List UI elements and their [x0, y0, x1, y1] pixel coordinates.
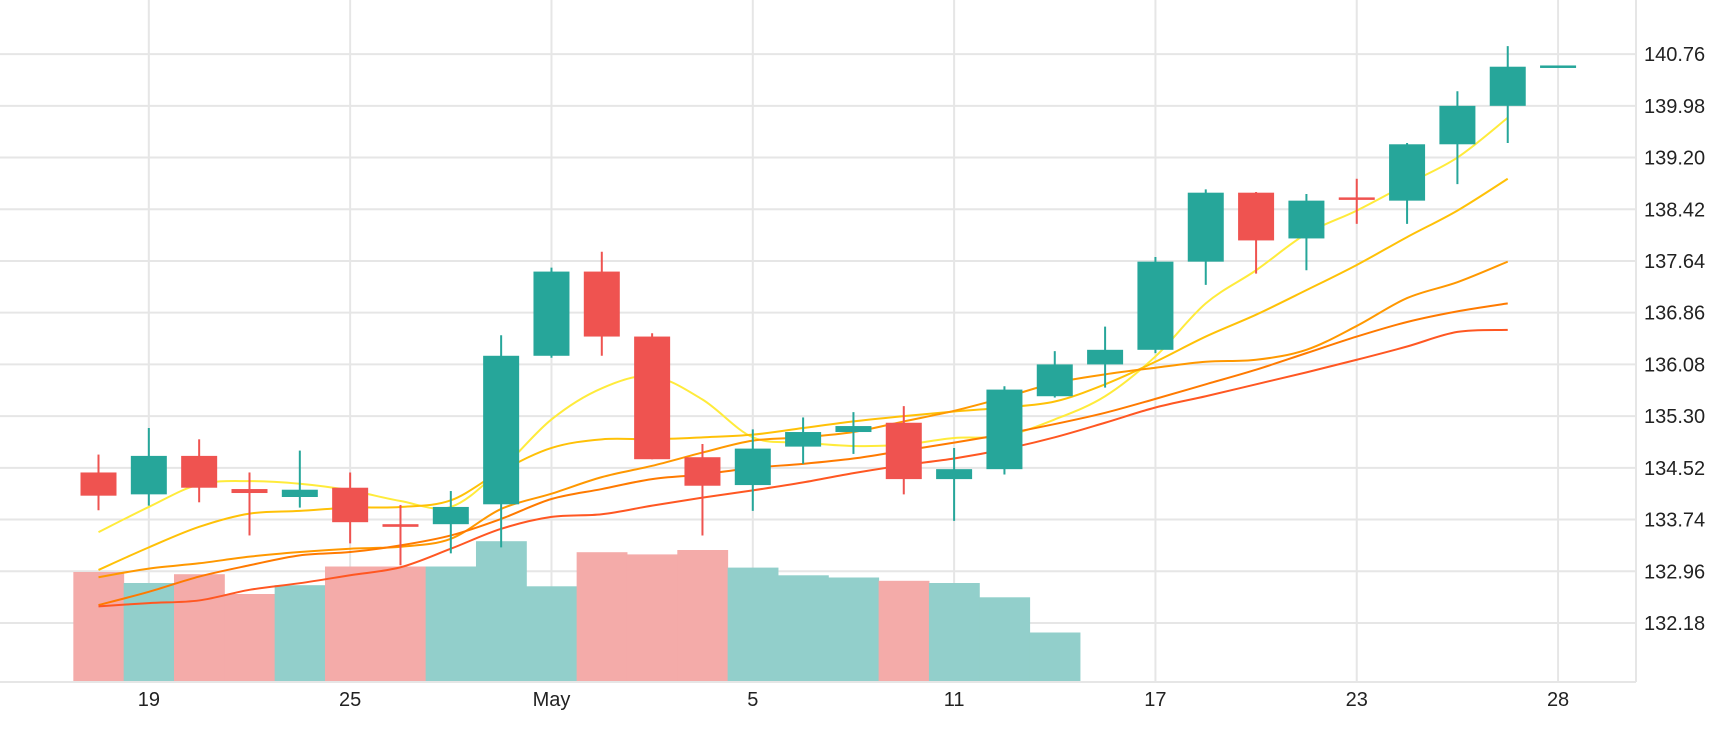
- candle-body-up: [533, 271, 570, 356]
- candle-body-down: [1338, 197, 1375, 200]
- candle-body-down: [885, 422, 922, 480]
- volume-bar: [425, 566, 477, 682]
- volume-bar: [73, 572, 125, 682]
- volume-bar: [224, 594, 276, 682]
- candle-body-up: [1389, 144, 1426, 201]
- volume-bar: [526, 586, 578, 682]
- candle-body-up: [936, 469, 973, 480]
- x-tick-label: 17: [1144, 689, 1166, 711]
- volume-bar: [979, 597, 1031, 682]
- candle-body-up: [1439, 105, 1476, 145]
- y-tick-label: 136.86: [1644, 303, 1705, 325]
- volume-bar: [274, 585, 326, 682]
- volume-bar: [677, 550, 729, 682]
- candle-layer: [80, 46, 1577, 566]
- candle-body-up: [1187, 192, 1224, 262]
- x-tick-label: 28: [1547, 689, 1569, 711]
- volume-bar: [475, 541, 527, 682]
- candle-body-down: [1238, 192, 1275, 241]
- y-tick-label: 132.18: [1644, 613, 1705, 635]
- candle-body-up: [432, 506, 469, 525]
- candle-body-up: [281, 489, 318, 498]
- candle-body-up: [483, 355, 520, 505]
- candle-body-up: [1489, 66, 1526, 106]
- candle-body-up: [1087, 349, 1124, 365]
- candle-body-up: [734, 448, 771, 486]
- candle-body-up: [835, 426, 872, 433]
- y-tick-label: 139.98: [1644, 96, 1705, 118]
- volume-bar: [626, 554, 678, 682]
- y-tick-label: 134.52: [1644, 458, 1705, 480]
- candle-body-up: [1137, 261, 1174, 350]
- y-tick-label: 137.64: [1644, 251, 1705, 273]
- y-tick-label: 138.42: [1644, 199, 1705, 221]
- x-tick-label: 23: [1346, 689, 1368, 711]
- volume-bar: [375, 566, 427, 682]
- candle-body-down: [332, 487, 369, 523]
- y-tick-label: 139.20: [1644, 148, 1705, 170]
- x-tick-label: 11: [944, 689, 965, 711]
- candle-body-up: [130, 455, 167, 495]
- volume-bar: [928, 583, 980, 682]
- candle-body-down: [181, 455, 218, 488]
- axis-layer: 140.76 139.98 139.20 138.42 137.64 136.86 136.…: [0, 0, 1705, 711]
- y-tick-label: 136.08: [1644, 354, 1705, 376]
- moving-average-line: [98, 116, 1509, 534]
- candle-body-down: [684, 457, 721, 486]
- y-tick-label: 132.96: [1644, 561, 1705, 583]
- x-tick-label: 5: [747, 689, 758, 711]
- volume-bar: [173, 574, 225, 682]
- candle-body-up: [1288, 200, 1325, 239]
- volume-bar: [123, 583, 175, 682]
- moving-average-line: [98, 328, 1508, 608]
- volume-bar: [878, 580, 930, 682]
- x-tick-label: 19: [138, 689, 160, 711]
- volume-bar: [727, 567, 779, 682]
- volume-bar: [324, 566, 376, 682]
- candle-body-down: [634, 336, 671, 460]
- candle-body-up: [785, 432, 822, 447]
- x-tick-label: May: [533, 689, 571, 711]
- candle-body-down: [231, 489, 268, 494]
- moving-average-layer: [98, 116, 1509, 608]
- y-tick-label: 140.76: [1644, 44, 1705, 66]
- volume-layer: [73, 541, 1081, 682]
- y-tick-label: 135.30: [1644, 406, 1705, 428]
- volume-bar: [1029, 632, 1081, 682]
- candle-body-down: [382, 524, 419, 527]
- candle-body-up: [986, 389, 1023, 470]
- candle-body-up: [1540, 65, 1577, 68]
- x-tick-label: 25: [339, 689, 361, 711]
- candle-body-up: [1036, 364, 1073, 397]
- volume-bar: [777, 575, 829, 682]
- candle-body-down: [583, 271, 620, 337]
- volume-bar: [828, 577, 880, 682]
- y-tick-label: 133.74: [1644, 510, 1705, 532]
- volume-bar: [576, 552, 628, 682]
- candle-body-down: [80, 472, 117, 496]
